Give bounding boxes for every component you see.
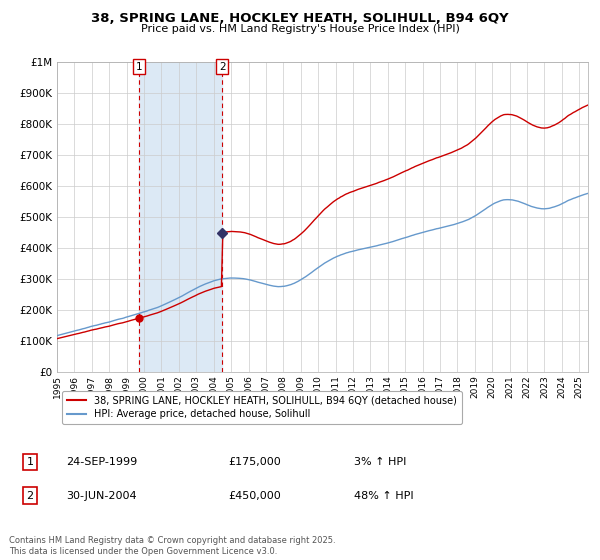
Text: 2: 2 [219, 62, 226, 72]
Text: 30-JUN-2004: 30-JUN-2004 [66, 491, 137, 501]
Text: 1: 1 [26, 457, 34, 467]
Text: 48% ↑ HPI: 48% ↑ HPI [354, 491, 413, 501]
Text: 2: 2 [26, 491, 34, 501]
Text: 24-SEP-1999: 24-SEP-1999 [66, 457, 137, 467]
Text: £450,000: £450,000 [228, 491, 281, 501]
Text: Price paid vs. HM Land Registry's House Price Index (HPI): Price paid vs. HM Land Registry's House … [140, 24, 460, 34]
Text: £175,000: £175,000 [228, 457, 281, 467]
Text: Contains HM Land Registry data © Crown copyright and database right 2025.
This d: Contains HM Land Registry data © Crown c… [9, 536, 335, 556]
Legend: 38, SPRING LANE, HOCKLEY HEATH, SOLIHULL, B94 6QY (detached house), HPI: Average: 38, SPRING LANE, HOCKLEY HEATH, SOLIHULL… [62, 390, 461, 424]
Bar [139, 62, 222, 372]
Text: 3% ↑ HPI: 3% ↑ HPI [354, 457, 406, 467]
Text: 38, SPRING LANE, HOCKLEY HEATH, SOLIHULL, B94 6QY: 38, SPRING LANE, HOCKLEY HEATH, SOLIHULL… [91, 12, 509, 25]
Text: 1: 1 [136, 62, 143, 72]
